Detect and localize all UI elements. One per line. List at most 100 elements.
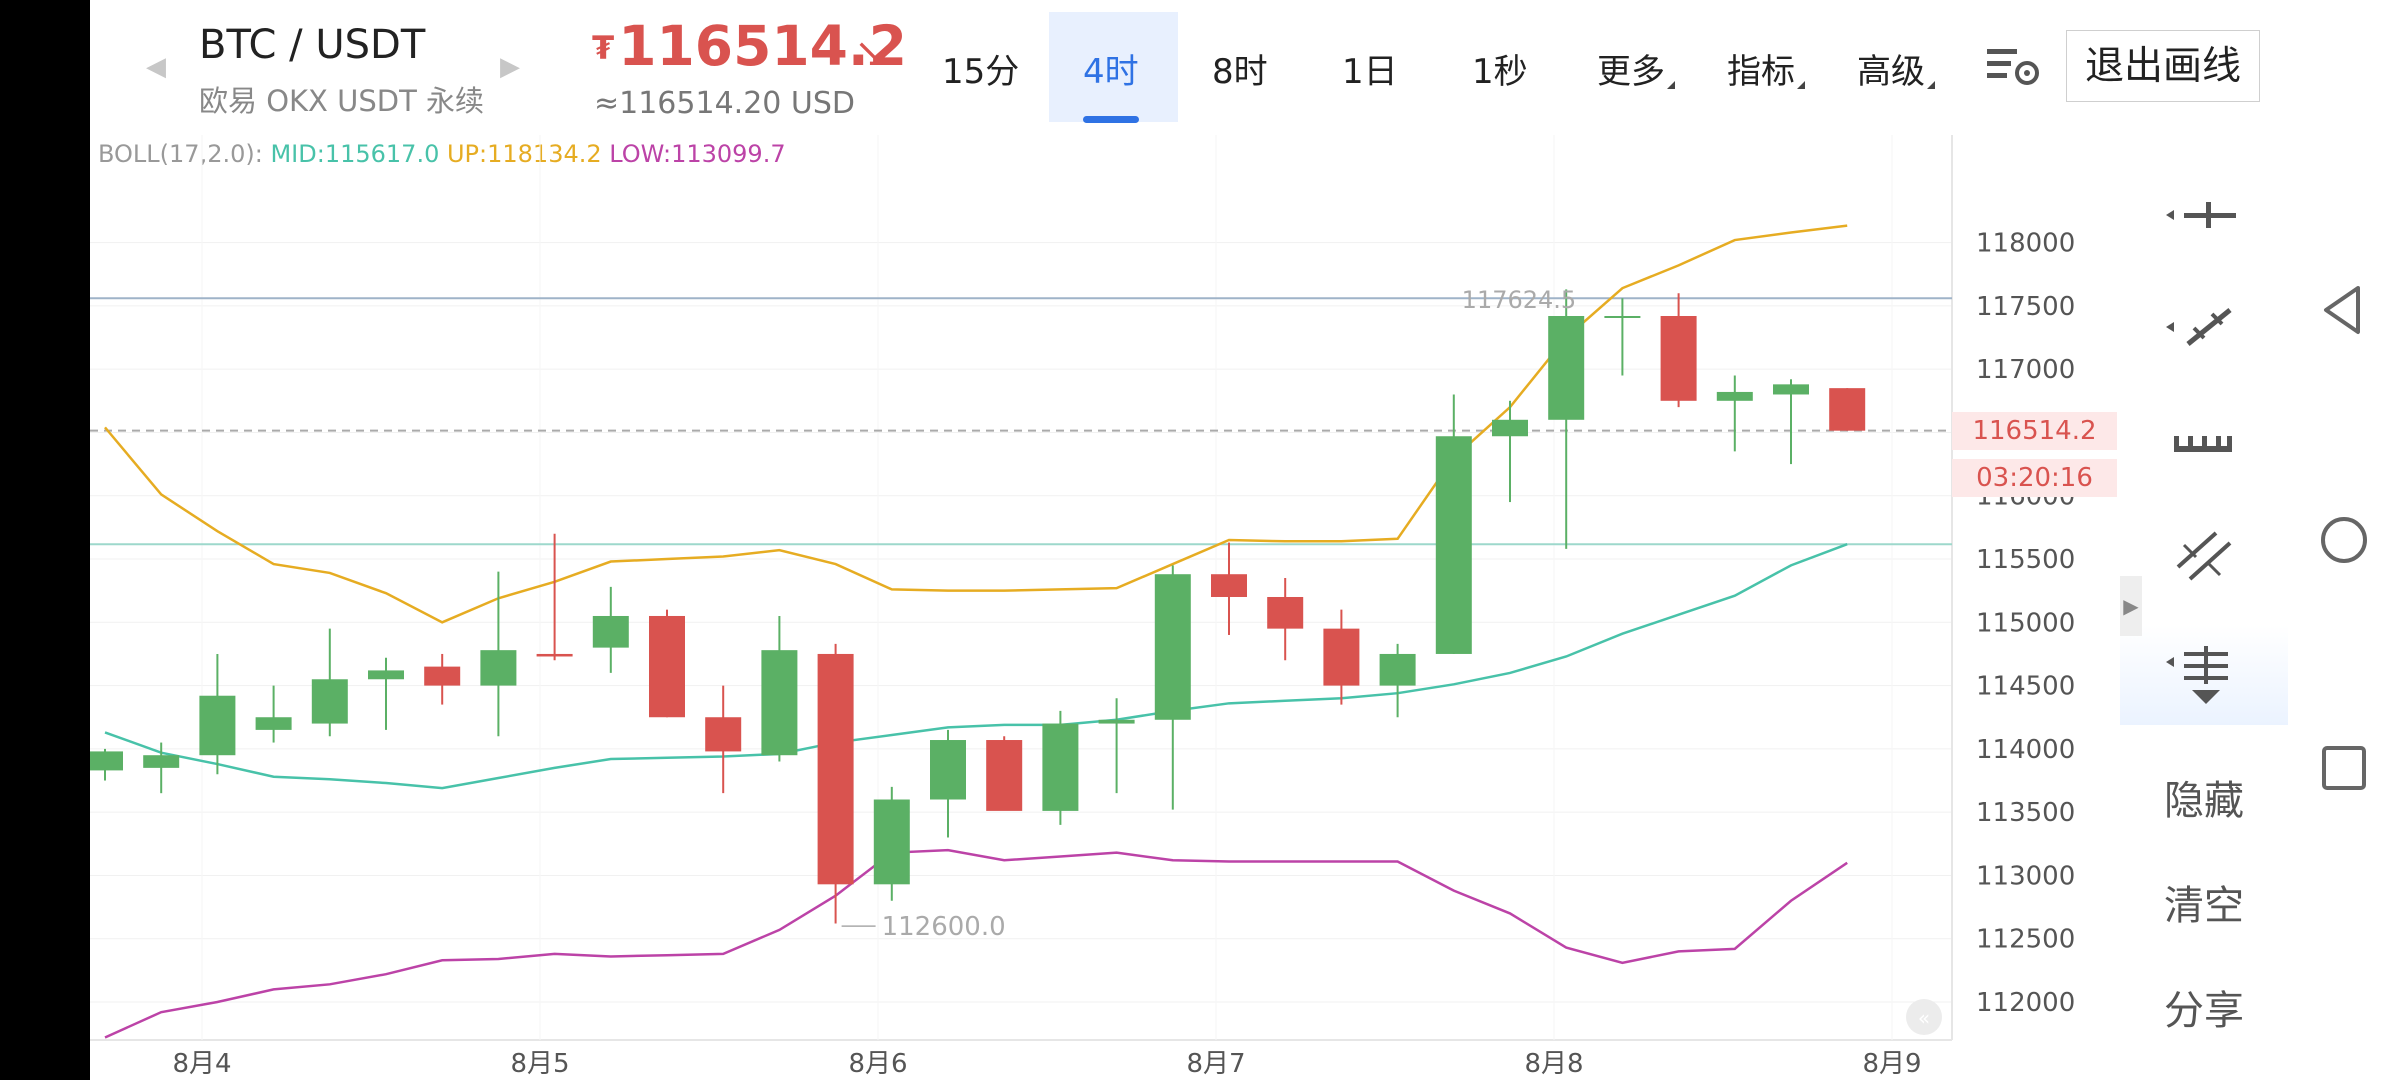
- candle-body: [986, 740, 1023, 811]
- tool-ruler[interactable]: [2120, 403, 2288, 483]
- candle-body: [1548, 316, 1585, 420]
- back-icon[interactable]: [2316, 282, 2372, 338]
- home-icon[interactable]: [2316, 512, 2372, 568]
- candle-body: [1323, 628, 1360, 686]
- y-tick-label: 114000: [1976, 735, 2075, 765]
- candle-body: [255, 717, 292, 730]
- drawing-toolbar: 隐藏 清空 分享: [2120, 135, 2288, 1080]
- pair-title[interactable]: BTC / USDT: [199, 22, 426, 68]
- candle-body: [311, 679, 348, 724]
- candlestick-chart[interactable]: 1180001175001170001165001160001155001150…: [87, 135, 2120, 1084]
- candle-body: [930, 740, 966, 800]
- y-tick-label: 112000: [1976, 988, 2075, 1018]
- x-tick-label: 8月8: [1524, 1049, 1583, 1079]
- candle-body: [1829, 388, 1866, 431]
- high-annotation: 117624.5: [1462, 286, 1577, 314]
- candle-body: [1267, 596, 1304, 629]
- candle-body: [761, 650, 798, 756]
- fib-levels-icon: [2166, 646, 2228, 704]
- tool-parallel-channel[interactable]: [2120, 515, 2288, 595]
- dropdown-corner-icon: [1927, 81, 1935, 89]
- boll-low: LOW:113099.7: [609, 140, 786, 168]
- candle-body: [873, 799, 910, 885]
- candle-body: [199, 695, 236, 756]
- candle-body: [87, 751, 123, 771]
- tool-trend-line[interactable]: [2120, 287, 2288, 367]
- candle-body: [817, 653, 854, 885]
- y-tick-label: 117500: [1976, 292, 2075, 322]
- y-tick-label: 118000: [1976, 229, 2075, 259]
- low-annotation: 112600.0: [882, 912, 1006, 942]
- tab-4h[interactable]: 4时: [1083, 52, 1139, 92]
- currency-symbol: ₮: [592, 29, 615, 67]
- chart-svg[interactable]: 1180001175001170001165001160001155001150…: [87, 135, 2120, 1080]
- candle-body: [1042, 723, 1079, 811]
- horizontal-line-icon: [2166, 202, 2236, 228]
- system-nav-bar: [2288, 0, 2400, 1080]
- candle-body: [705, 717, 742, 752]
- tool-horizontal-line[interactable]: [2120, 175, 2288, 255]
- tab-15m[interactable]: 15分: [942, 52, 1020, 92]
- candle-body: [480, 650, 517, 686]
- ruler-icon: [2174, 436, 2232, 452]
- menu-indicators-label: 指标: [1727, 52, 1795, 92]
- last-price-value: 116514.2: [618, 14, 908, 78]
- expand-chevron-icon[interactable]: ▶: [2120, 576, 2142, 636]
- chart-settings-icon[interactable]: [1985, 45, 2041, 93]
- boll-label: BOLL(17,2.0):: [98, 140, 263, 168]
- y-tick-label: 115000: [1976, 608, 2075, 638]
- recents-icon[interactable]: [2316, 740, 2372, 796]
- prev-pair-arrow-icon[interactable]: ◀: [146, 52, 166, 82]
- y-tick-label: 113500: [1976, 798, 2075, 828]
- x-tick-label: 8月4: [172, 1049, 231, 1079]
- tool-fib-levels[interactable]: [2120, 625, 2288, 725]
- candle-body: [649, 615, 685, 718]
- menu-advanced[interactable]: 高级: [1857, 44, 1935, 93]
- active-timeframe-highlight: [1049, 12, 1178, 122]
- dropdown-corner-icon: [1797, 81, 1805, 89]
- x-tick-label: 8月6: [848, 1049, 907, 1079]
- x-tick-label: 8月5: [510, 1049, 569, 1079]
- trend-line-icon: [2166, 308, 2232, 346]
- y-tick-label: 113000: [1976, 861, 2075, 891]
- y-tick-label: 112500: [1976, 925, 2075, 955]
- candle-body: [1379, 653, 1416, 686]
- candle-body: [536, 653, 573, 657]
- hide-button[interactable]: 隐藏: [2164, 778, 2244, 824]
- tab-1d[interactable]: 1日: [1342, 52, 1398, 92]
- share-button[interactable]: 分享: [2164, 988, 2244, 1034]
- next-pair-arrow-icon[interactable]: ▶: [500, 52, 520, 82]
- boll-legend: BOLL(17,2.0): MID:115617.0 UP:118134.2 L…: [98, 140, 786, 168]
- active-timeframe-underline: [1083, 116, 1139, 123]
- tab-1s[interactable]: 1秒: [1472, 52, 1528, 92]
- candle-body: [1716, 391, 1753, 401]
- dropdown-corner-icon: [1667, 81, 1675, 89]
- menu-indicators[interactable]: 指标: [1727, 44, 1805, 93]
- last-price: ₮116514.2: [592, 14, 907, 78]
- clear-button[interactable]: 清空: [2164, 883, 2244, 929]
- boll-mid: MID:115617.0: [270, 140, 440, 168]
- scroll-to-latest-icon[interactable]: [1906, 999, 1942, 1035]
- candle-body: [1660, 316, 1697, 401]
- menu-advanced-label: 高级: [1857, 52, 1925, 92]
- candle-body: [368, 670, 404, 680]
- candle-body: [1773, 384, 1809, 395]
- x-tick-label: 8月7: [1186, 1049, 1245, 1079]
- exit-drawing-button[interactable]: 退出画线: [2066, 30, 2260, 102]
- usd-approx: ≈116514.20 USD: [594, 86, 856, 121]
- boll-low-line: [104, 848, 1848, 1039]
- candle-body: [1154, 574, 1191, 720]
- candle-body: [143, 755, 180, 768]
- left-black-strip: [0, 0, 90, 1080]
- menu-more[interactable]: 更多: [1597, 44, 1675, 93]
- candle-body: [424, 666, 461, 686]
- candle-body: [592, 615, 629, 648]
- boll-mid-line: [104, 543, 1848, 790]
- scroll-to-latest-glyph: «: [1918, 1006, 1930, 1030]
- price-down-arrow-icon: ↘: [854, 30, 888, 76]
- candle-body: [1211, 574, 1247, 597]
- menu-more-label: 更多: [1597, 52, 1665, 92]
- candle-body: [1435, 436, 1472, 654]
- parallel-channel-icon: [2176, 531, 2232, 581]
- tab-8h[interactable]: 8时: [1212, 52, 1268, 92]
